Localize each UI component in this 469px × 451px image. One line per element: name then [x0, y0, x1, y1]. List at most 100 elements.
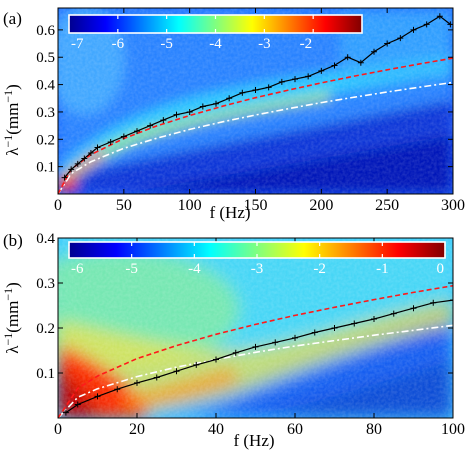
panel-a-colorbar-label: -7: [71, 36, 84, 52]
panel-b-xtick-label: 0: [54, 421, 62, 438]
panel-b-data-point: [311, 329, 318, 336]
panel-b-data-point: [371, 316, 377, 322]
panel-b-data-point: [193, 361, 200, 368]
panel-b-data-point: [74, 401, 81, 408]
panel-a-data-point: [239, 89, 246, 96]
panel-b-xtick-label: 20: [129, 421, 145, 438]
panel-a-data-point: [147, 122, 154, 129]
panel-a-data-point: [384, 40, 391, 47]
panel-a-data-point: [61, 174, 68, 181]
panel-b-ytick-label: 0.1: [36, 366, 55, 382]
panel-a-data-point: [68, 166, 75, 173]
panel-a-ytick-label: 0.6: [36, 23, 55, 39]
panel-a-label: (a): [3, 9, 22, 28]
panel-a-data-point: [120, 133, 127, 140]
panel-a-xtick-label: 300: [441, 197, 465, 214]
panel-a-xtick-label: 250: [375, 197, 399, 214]
panel-b-data-point: [331, 325, 338, 331]
panel-a-data-point: [447, 21, 453, 28]
panel-b-xtick-label: 100: [441, 421, 465, 438]
panel-a-data-point: [344, 54, 351, 61]
panel-b-xtick-label: 40: [208, 421, 224, 438]
panel-b-colorbar-label: -4: [188, 261, 201, 277]
panel-b-series-white-dashdot: [58, 324, 453, 418]
panel-a-ytick-label: 0.4: [36, 78, 55, 94]
panel-a-colorbar-label: -2: [300, 36, 313, 52]
panel-a-data-point: [265, 84, 272, 91]
panel-b-colorbar-label: -2: [313, 261, 326, 277]
panel-b-colorbar-label: -1: [376, 261, 389, 277]
panel-a-colorbar-label: -5: [160, 36, 173, 52]
panel-a-data-point: [252, 87, 259, 94]
panel-a-colorbar: -7 -6 -5 -4 -3 -2: [68, 14, 363, 52]
panel-a-ytick-label: 0.2: [36, 132, 55, 148]
panel-a-data-point: [74, 160, 81, 167]
panel-a-data-point: [87, 149, 94, 156]
panel-b-data-point: [390, 310, 397, 317]
panel-b-data-point: [252, 343, 259, 350]
panel-a-data-point: [186, 108, 193, 115]
panel-b-data-point: [114, 386, 121, 393]
panel-a-heatmap: [58, 8, 453, 194]
panel-b-ytick-label: 0.4: [36, 231, 55, 247]
panel-a-data-point: [436, 13, 443, 20]
panel-b-colorbar-label: -5: [125, 261, 138, 277]
panel-a-data-point: [81, 155, 88, 162]
panel-b-data-point: [94, 393, 101, 400]
panel-b-data-point: [153, 374, 160, 381]
panel-a-data-point: [173, 111, 180, 118]
panel-a-colorbar-label: -3: [258, 36, 271, 52]
panel-b-data-point: [430, 299, 437, 306]
panel-b-data-point: [292, 334, 298, 341]
panel-b-xtick-label: 80: [366, 421, 382, 438]
panel-b-ylabel: λ−1(mm−1): [1, 282, 22, 354]
panel-a-data-point: [107, 139, 114, 146]
panel-a-xtick-label: 0: [54, 197, 62, 214]
panel-a-xtick-label: 50: [116, 197, 132, 214]
panel-a-series-white-dashdot: [58, 81, 453, 194]
panel-a-ytick-label: 0.3: [36, 105, 55, 121]
panel-b-colorbar-label: -6: [71, 261, 84, 277]
panel-b-series-red-dashed: [58, 284, 453, 418]
panel-b-data-point: [351, 320, 358, 327]
panel-a-data-point: [331, 62, 338, 69]
panel-a-data-point: [213, 100, 219, 107]
panel-a-colorbar-label: -6: [112, 36, 125, 52]
panel-b-xtick-label: 60: [287, 421, 303, 438]
panel-b-label: (b): [3, 231, 23, 250]
panel-b-colorbar: -6 -5 -4 -3 -2 -1 0: [68, 241, 446, 277]
panel-a-data-point: [357, 59, 364, 66]
panel-a-data-point: [318, 67, 325, 74]
panel-a-data-point: [94, 144, 101, 151]
panel-a-xtick-label: 100: [178, 197, 202, 214]
panel-a-ytick-label: 0.5: [36, 50, 55, 66]
panel-b-colorbar-label: 0: [437, 261, 445, 277]
panel-b-xlabel: f (Hz): [233, 431, 274, 450]
panel-a-colorbar-label: -4: [209, 36, 222, 52]
panel-b-heatmap: [58, 238, 453, 418]
panel-b-data-point: [213, 356, 219, 363]
panel-b-data-point: [232, 349, 239, 356]
panel-a-data-point: [397, 35, 404, 42]
panel-a-series-red-dashed: [58, 57, 453, 194]
panel-a-data-point: [226, 95, 233, 102]
panel-b-data-point: [134, 379, 140, 386]
panel-a-data-point: [305, 73, 312, 80]
panel-a-data-point: [292, 76, 298, 83]
panel-b-data-point: [272, 339, 279, 346]
panel-a-data-point: [423, 21, 430, 28]
panel-a-data-point: [134, 128, 140, 135]
panel-b: 0 20 40 60 80 100 0.1 0.2 0.3 0.4 -6 -5 -4 -3 -2 -1 0 f…: [1, 231, 465, 450]
panel-b-ytick-label: 0.2: [36, 321, 55, 337]
panel-a-data-point: [410, 26, 417, 33]
panel-a-data-point: [278, 78, 285, 85]
panel-a-ylabel: λ−1(mm−1): [1, 84, 22, 156]
panel-a-ytick-label: 0.1: [36, 160, 55, 176]
panel-b-colorbar-label: -3: [251, 261, 264, 277]
panel-a-xlabel: f (Hz): [209, 203, 250, 222]
panel-a-data-point: [371, 48, 377, 55]
panel-b-data-point: [410, 305, 417, 312]
panel-b-data-point: [173, 368, 180, 375]
